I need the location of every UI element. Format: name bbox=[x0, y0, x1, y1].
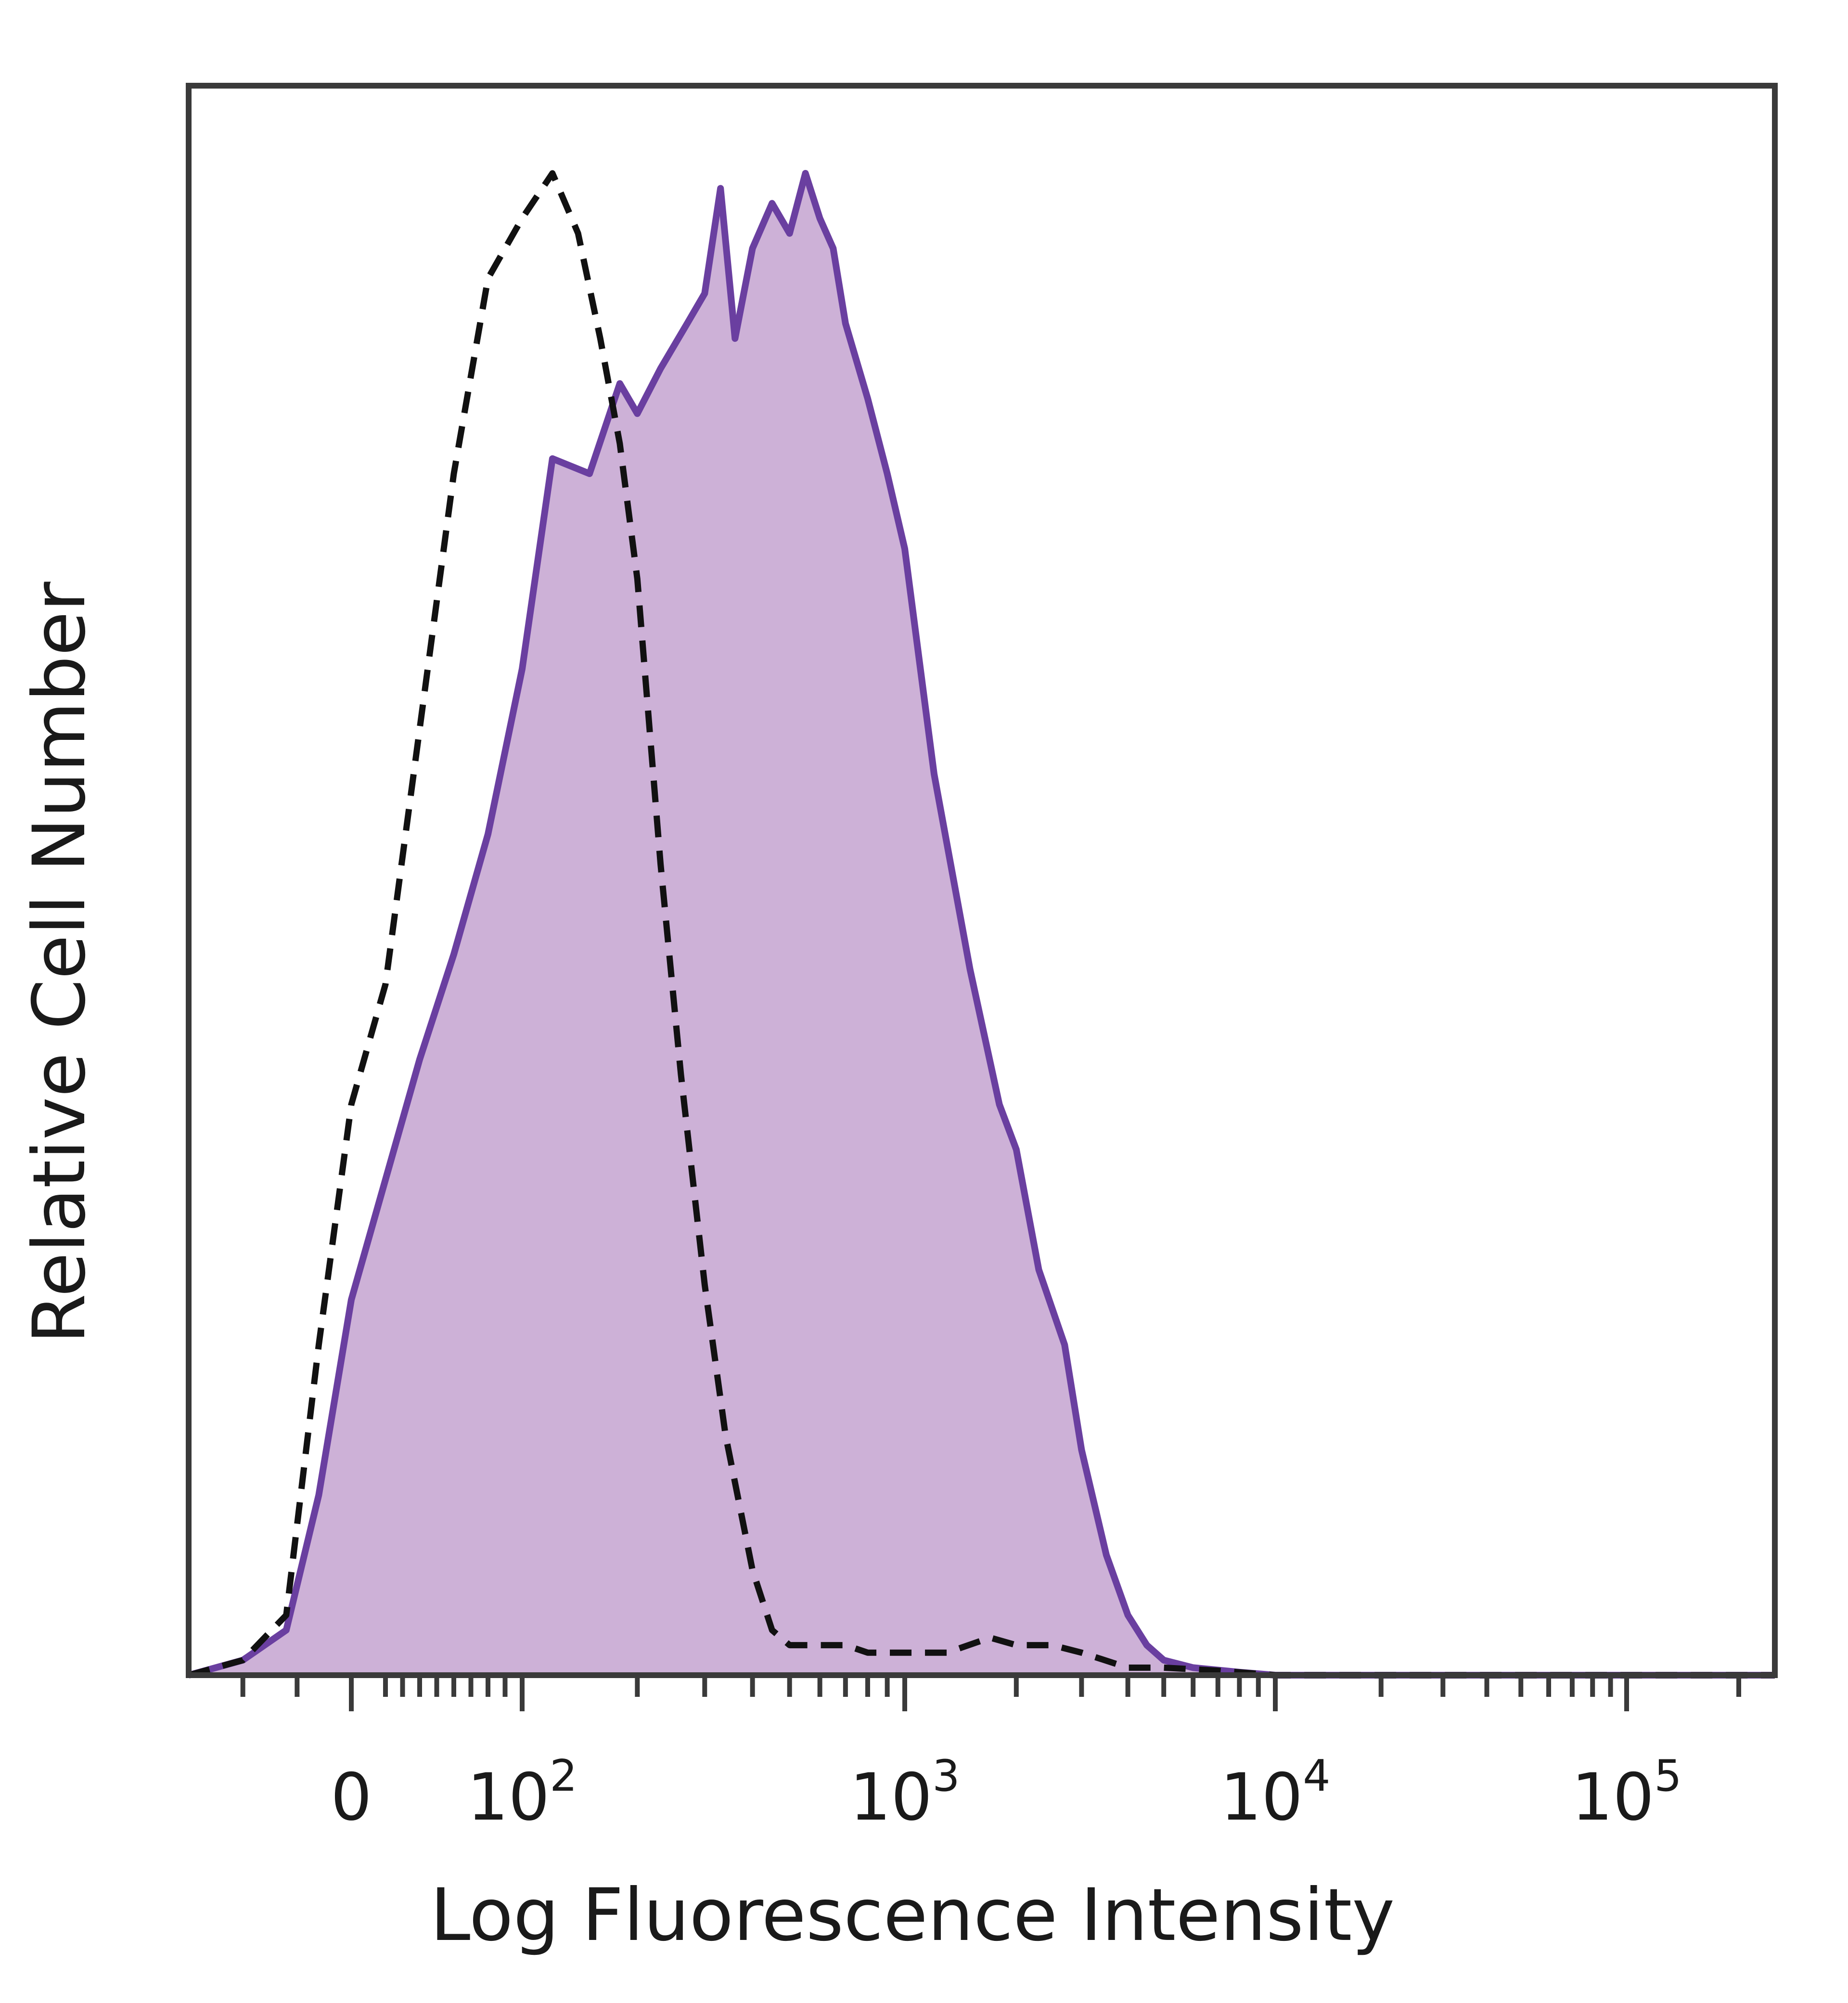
x-tick-label: 102 bbox=[467, 1751, 577, 1835]
plot-frame bbox=[186, 83, 1778, 1678]
x-axis-tick-labels: 0 102 103 104 105 bbox=[331, 1751, 1681, 1835]
filled-histogram-line bbox=[188, 170, 1775, 1679]
dashed-histogram-line bbox=[188, 170, 1775, 1679]
y-axis-label: Relative Cell Number bbox=[18, 582, 102, 1344]
x-axis-label: Log Fluorescence Intensity bbox=[430, 1874, 1395, 1957]
x-tick-label: 104 bbox=[1220, 1751, 1330, 1835]
x-tick-label: 105 bbox=[1571, 1751, 1681, 1835]
plot-layer bbox=[188, 170, 1775, 1679]
filled-histogram-area bbox=[189, 173, 1775, 1675]
x-tick-label: 103 bbox=[849, 1751, 960, 1835]
x-axis-ticks bbox=[240, 1675, 1741, 1711]
x-tick-label: 0 bbox=[331, 1759, 372, 1835]
